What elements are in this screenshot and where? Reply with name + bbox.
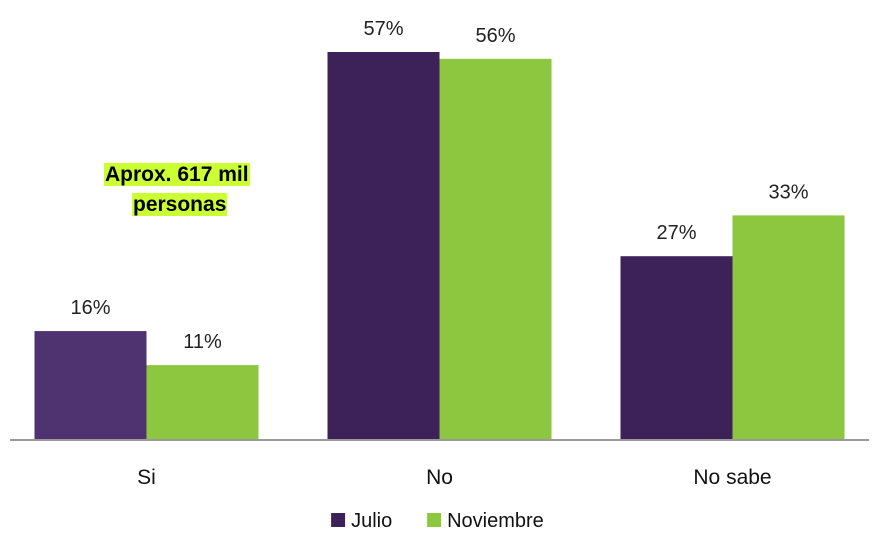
population-annotation: Aprox. 617 mil personas — [104, 160, 250, 220]
legend-label-julio: Julio — [351, 510, 392, 532]
annotation-line-1: Aprox. 617 mil — [104, 163, 250, 186]
category-label-no: No — [426, 466, 453, 489]
legend: Julio Noviembre — [331, 510, 544, 532]
legend-label-noviembre: Noviembre — [447, 510, 544, 532]
bar-noviembre-no — [439, 58, 552, 441]
data-label-noviembre-no: 56% — [475, 25, 515, 47]
data-label-julio-no-sabe: 27% — [656, 222, 696, 244]
labels-layer: 16% 11% Si 57% 56% No 27% 33% No sabe — [70, 18, 808, 489]
legend-swatch-noviembre — [427, 513, 442, 527]
bar-julio-no — [327, 52, 440, 440]
annotation-line-2: personas — [132, 193, 228, 216]
bar-noviembre-no-sabe — [732, 215, 845, 440]
data-label-noviembre-si: 11% — [183, 331, 222, 353]
category-label-no-sabe: No sabe — [693, 466, 771, 489]
data-label-noviembre-no-sabe: 33% — [768, 181, 808, 203]
bar-noviembre-si — [146, 365, 259, 440]
bars-layer — [34, 52, 845, 441]
data-label-julio-si: 16% — [70, 297, 110, 319]
bar-julio-si — [34, 331, 147, 440]
data-label-julio-no: 57% — [363, 18, 403, 40]
bar-julio-no-sabe — [620, 256, 733, 440]
category-label-si: Si — [137, 466, 156, 489]
legend-swatch-julio — [331, 513, 346, 527]
